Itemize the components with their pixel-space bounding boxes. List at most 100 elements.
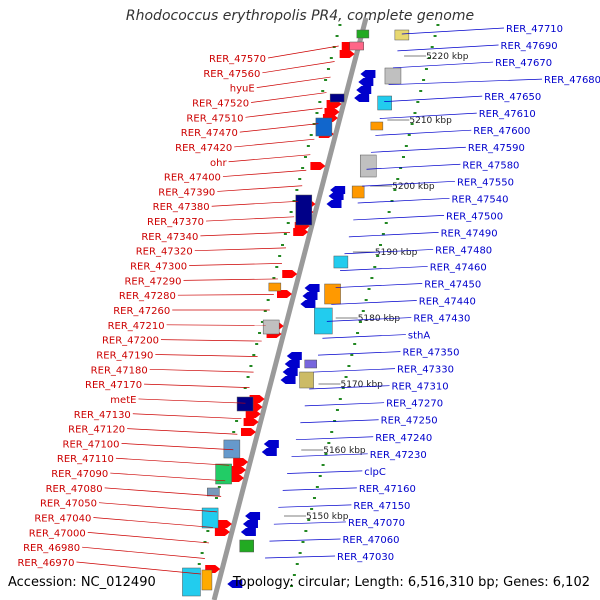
right-gene-label: RER_47440: [419, 297, 476, 308]
right-leader-line: [340, 266, 428, 271]
reverse-gene-arrow: [326, 200, 342, 208]
reverse-gene-arrow: [261, 448, 277, 456]
gene-block: [239, 539, 255, 553]
left-gene-label: RER_47080: [46, 484, 103, 495]
track-dot: [310, 508, 314, 510]
left-gene-label: hyuE: [230, 84, 255, 95]
gene-block: [201, 507, 219, 529]
gene-block: [349, 41, 364, 51]
left-leader-line: [194, 247, 287, 252]
left-gene-label: RER_47170: [85, 380, 142, 391]
right-gene-label: RER_47250: [381, 416, 438, 427]
track-dot: [376, 255, 380, 257]
map-title: Rhodococcus erythropolis PR4, complete g…: [125, 8, 475, 24]
right-gene-label: RER_47600: [473, 126, 530, 137]
track-dot: [430, 46, 434, 48]
track-dot: [214, 497, 218, 499]
track-dot: [338, 398, 342, 400]
track-dot: [249, 365, 253, 367]
track-dot: [306, 145, 310, 147]
right-gene-label: RER_47460: [430, 262, 487, 273]
scale-label: 5190 kbp: [375, 248, 418, 258]
reverse-gene-arrow: [354, 94, 370, 102]
gene-block: [359, 154, 377, 178]
left-leader-line: [144, 383, 250, 388]
left-gene-label: RER_47400: [164, 173, 221, 184]
left-leader-line: [177, 294, 274, 296]
forward-gene-arrow: [277, 290, 293, 298]
track-dot: [298, 552, 302, 554]
track-dot: [258, 332, 262, 334]
left-gene-label: RER_47560: [203, 69, 260, 80]
track-dot: [292, 200, 296, 202]
track-dot: [200, 552, 204, 554]
left-gene-label: RER_47470: [181, 128, 238, 139]
left-gene-label: RER_47050: [40, 499, 97, 510]
reverse-gene-arrow: [300, 300, 316, 308]
forward-gene-arrow: [310, 162, 326, 170]
track-dot: [326, 68, 330, 70]
track-dot: [315, 486, 319, 488]
reverse-gene-arrow: [240, 528, 256, 536]
right-gene-label: RER_47240: [375, 433, 432, 444]
track-dot: [298, 178, 302, 180]
right-gene-label: RER_47500: [446, 211, 503, 222]
right-gene-label: RER_47680: [544, 75, 600, 86]
left-leader-line: [110, 472, 226, 482]
right-leader-line: [313, 368, 396, 373]
gene-block: [384, 67, 402, 85]
left-leader-line: [200, 232, 291, 237]
forward-gene-arrow: [282, 270, 298, 278]
track-dot: [243, 387, 247, 389]
track-dot: [404, 145, 408, 147]
track-dot: [361, 310, 365, 312]
left-leader-line: [132, 413, 242, 420]
track-dot: [275, 266, 279, 268]
forward-gene-arrow: [243, 418, 259, 426]
left-leader-line: [251, 92, 327, 103]
track-dot: [381, 233, 385, 235]
right-gene-label: RER_47550: [457, 177, 514, 188]
scale-label: 5210 kbp: [409, 116, 452, 126]
left-leader-line: [149, 368, 254, 373]
reverse-gene-arrow: [242, 520, 258, 528]
left-gene-label: RER_47210: [108, 321, 165, 332]
right-leader-line: [401, 27, 505, 35]
track-dot: [384, 222, 388, 224]
left-gene-labels: RER_47570 RER_47560 hyuE RER_47520 RER_47510…: [17, 45, 339, 575]
right-leader-line: [397, 44, 499, 52]
left-gene-label: RER_47190: [96, 350, 153, 361]
left-leader-line: [127, 428, 238, 435]
gene-block: [356, 29, 370, 39]
right-gene-label: RER_47590: [468, 143, 525, 154]
genome-backbone: [211, 17, 369, 600]
left-gene-label: RER_47100: [63, 439, 120, 450]
right-gene-label: RER_47540: [451, 194, 508, 205]
right-gene-label: RER_47160: [359, 484, 416, 495]
reverse-gene-arrow: [280, 376, 296, 384]
track-dot: [364, 299, 368, 301]
gene-block: [182, 567, 201, 597]
left-gene-label: RER_47380: [153, 202, 210, 213]
left-gene-label: RER_47280: [119, 291, 176, 302]
right-leader-line: [384, 95, 483, 102]
right-gene-label: RER_47430: [413, 314, 470, 325]
left-leader-line: [217, 185, 303, 192]
gene-block: [236, 396, 254, 412]
track-dot: [295, 189, 299, 191]
left-gene-label: RER_47120: [68, 425, 125, 436]
right-leader-line: [357, 197, 450, 204]
track-dot: [370, 277, 374, 279]
gene-block: [268, 282, 282, 292]
track-dot: [217, 486, 221, 488]
track-dot: [255, 343, 259, 345]
left-leader-line: [183, 278, 278, 281]
track-dot: [358, 321, 362, 323]
gene-block: [207, 487, 220, 497]
reverse-gene-arrow: [358, 78, 374, 86]
right-leader-line: [348, 232, 439, 238]
reverse-gene-arrow: [263, 440, 279, 448]
track-dot: [341, 387, 345, 389]
right-gene-label: RER_47610: [479, 109, 536, 120]
